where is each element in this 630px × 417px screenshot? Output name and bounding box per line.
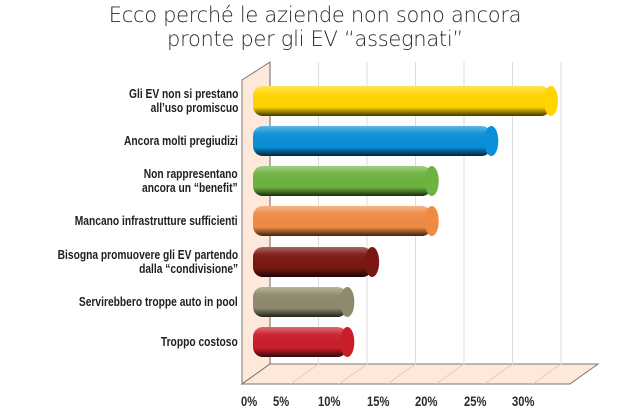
category-label: Non rappresentano ancora un “benefit” [142,167,238,195]
floor-gridline [532,363,562,385]
category-label-line1: Troppo costoso [161,335,238,349]
x-tick-label: 10% [318,393,341,409]
bars-group [253,86,558,357]
category-label-line1: Servirebbero troppe auto in pool [79,295,238,309]
bar-7 [253,327,355,357]
category-label-line1: Non rappresentano [144,167,238,181]
x-tick-label: 0% [241,393,258,409]
floor-gridline [484,363,513,385]
category-label-line2: all’uso promiscuo [150,101,238,115]
chart-floor [240,363,600,385]
x-tick-label: 5% [273,393,290,409]
category-label-line2: ancora un “benefit” [142,181,238,195]
floor-gridline [435,363,465,385]
category-label: Bisogna promuovere gli EV partendo dalla … [57,248,238,276]
floor-gridline [338,363,368,385]
bar-2 [253,126,499,156]
x-tick-label: 30% [512,393,535,409]
x-tick-label: 25% [464,393,487,409]
category-label: Gli EV non si prestano all’uso promiscuo [129,87,238,115]
floor-gridline [387,363,416,385]
chart-title: Ecco perché le aziende non sono ancora p… [0,3,630,51]
bar-6 [253,287,355,317]
bar-4 [253,206,439,236]
x-tick-label: 15% [367,393,390,409]
category-label: Ancora molti pregiudizi [124,134,238,148]
category-label-line1: Ancora molti pregiudizi [124,134,238,148]
chart-title-line1: Ecco perché le aziende non sono ancora [108,3,522,27]
category-label: Mancano infrastrutture sufficienti [75,214,238,228]
category-label: Troppo costoso [161,335,238,349]
category-label-line1: Mancano infrastrutture sufficienti [75,214,238,228]
chart-title-line2: pronte per gli EV “assegnati” [167,27,463,51]
category-label-line1: Gli EV non si prestano [128,87,238,101]
bar-3 [253,166,439,196]
category-label: Servirebbero troppe auto in pool [79,295,238,309]
category-label-line1: Bisogna promuovere gli EV partendo [57,248,238,262]
category-label-line2: dalla “condivisione” [138,262,238,276]
bar-5 [253,247,380,277]
floor-gridline [290,363,319,385]
x-tick-label: 20% [415,393,438,409]
bar-1 [253,86,558,116]
